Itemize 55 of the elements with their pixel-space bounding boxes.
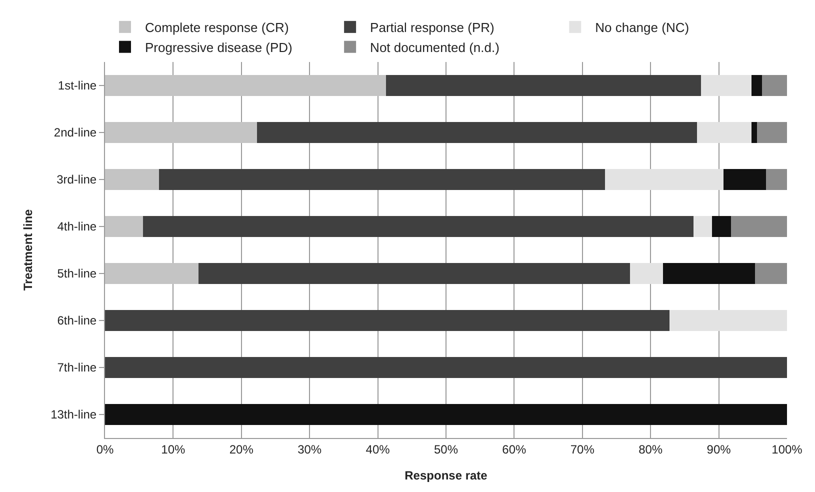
bar [752, 122, 757, 144]
y-tick-label: 1st-line [58, 78, 97, 93]
x-tick-label: 40% [366, 442, 390, 456]
bar [696, 122, 752, 144]
y-tick-label: 7th-line [57, 360, 97, 375]
x-tick-label: 20% [229, 442, 254, 456]
x-tick-label: 0% [96, 442, 114, 456]
bar [257, 122, 697, 144]
bar [662, 262, 755, 284]
y-tick-label: 13th-line [50, 408, 97, 422]
x-tick-label: 100% [772, 442, 803, 456]
bar [724, 168, 766, 190]
x-tick-label: 90% [706, 442, 732, 456]
x-tick-label: 60% [502, 442, 527, 456]
y-tick-label: 2nd-line [54, 126, 97, 140]
x-tick-label: 50% [434, 442, 458, 456]
bar [604, 168, 724, 190]
bar [701, 74, 752, 96]
bar [143, 216, 694, 238]
bar [754, 262, 787, 284]
y-tick-label: 3rd-line [56, 172, 97, 187]
x-tick-label: 10% [161, 442, 186, 456]
y-tick-label: 4th-line [57, 220, 97, 234]
legend-label: Complete response (CR) [145, 20, 289, 36]
bar [756, 122, 787, 144]
bar [752, 74, 762, 96]
x-tick-label: 80% [638, 442, 663, 456]
bar [105, 74, 386, 96]
legend-label: No change (NC) [595, 20, 690, 36]
bar [731, 216, 787, 238]
bar [712, 216, 732, 238]
bar [105, 122, 258, 144]
bar [105, 404, 787, 426]
x-tick-label: 70% [570, 442, 595, 456]
y-axis-title: Treatment line [20, 208, 35, 291]
legend-label: Not documented (n.d.) [370, 40, 500, 55]
bar [198, 262, 630, 284]
legend-label: Progressive disease (PD) [145, 40, 292, 55]
bar [105, 310, 670, 332]
bar [105, 262, 198, 284]
x-tick-label: 30% [298, 442, 322, 456]
bar [670, 310, 787, 332]
bar [762, 74, 787, 96]
bar [158, 168, 605, 190]
bar [386, 74, 702, 96]
bar [694, 216, 712, 238]
x-axis-title: Response rate [404, 468, 488, 482]
bar [766, 168, 787, 190]
bar [630, 262, 663, 284]
y-tick-label: 6th-line [57, 314, 97, 328]
legend-label: Partial response (PR) [370, 20, 494, 36]
bar [105, 168, 159, 190]
bar [105, 216, 144, 238]
y-tick-label: 5th-line [57, 266, 97, 281]
bar [105, 356, 787, 378]
